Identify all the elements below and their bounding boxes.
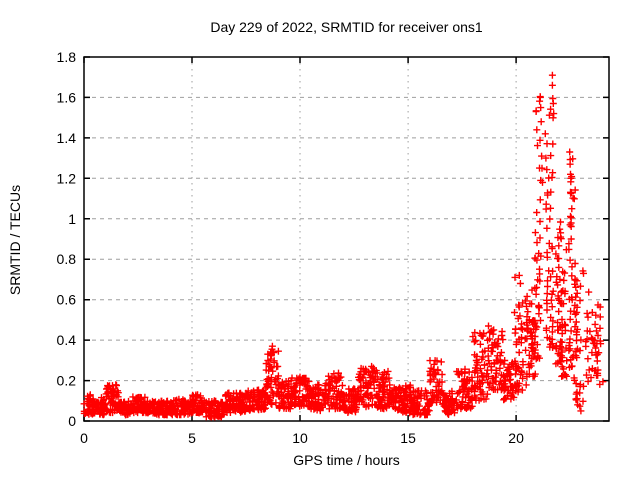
y-tick-label: 1.2 — [57, 170, 77, 186]
x-tick-label: 10 — [292, 430, 308, 446]
axis-border — [83, 56, 610, 422]
y-axis-label: SRMTID / TECUs — [7, 184, 23, 296]
data-points — [80, 71, 607, 421]
y-tick-label: 0.6 — [57, 292, 77, 308]
tick-labels: 0 5 10 15 20 0 0.2 0.4 0.6 0.8 1 1.2 1.4 1.6 1.8 — [57, 49, 525, 446]
y-tick-label: 0.8 — [57, 251, 77, 267]
y-tick-label: 0.2 — [57, 373, 77, 389]
x-tick-label: 0 — [80, 430, 88, 446]
chart-title: Day 229 of 2022, SRMTID for receiver ons… — [210, 19, 483, 35]
y-tick-label: 1 — [68, 211, 76, 227]
y-tick-label: 1.4 — [57, 130, 77, 146]
y-tick-label: 0.4 — [57, 332, 77, 348]
tick-marks — [83, 56, 609, 422]
y-tick-label: 1.6 — [57, 89, 77, 105]
x-tick-label: 15 — [400, 430, 416, 446]
grid-vertical — [191, 57, 517, 421]
x-axis-label: GPS time / hours — [293, 452, 400, 468]
x-tick-label: 20 — [508, 430, 524, 446]
y-tick-label: 0 — [68, 413, 76, 429]
x-tick-label: 5 — [188, 430, 196, 446]
y-tick-label: 1.8 — [57, 49, 77, 65]
